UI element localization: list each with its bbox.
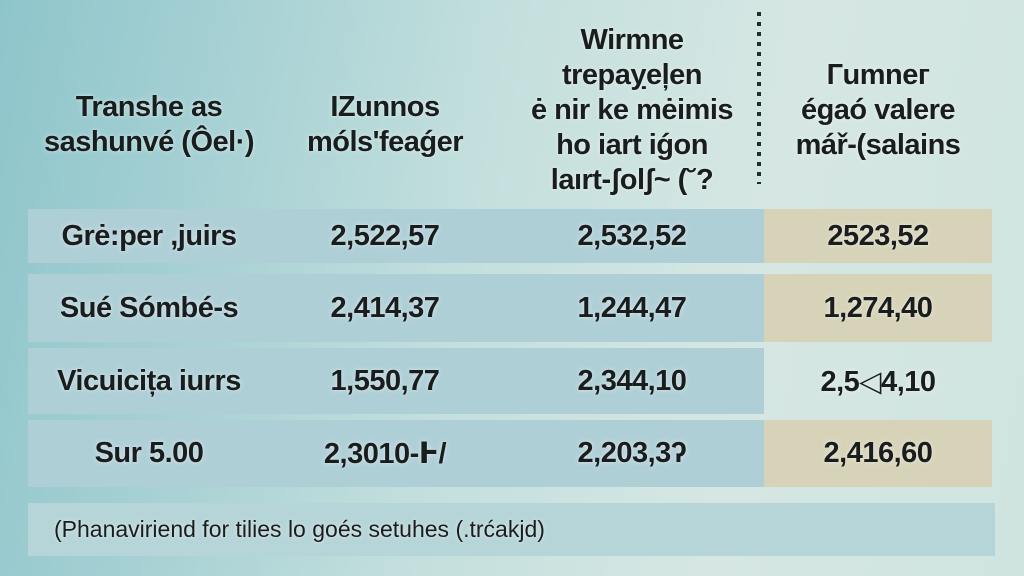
header-line: trepaỵeļen	[561, 58, 703, 91]
header-line: Wirmne	[580, 23, 684, 56]
row-band: Sué Sómbé-s 2,414,37 1,244,47	[28, 274, 764, 342]
row-band: Sur 5.00 2,3010-Ͱ/ 2,203,3ʔ	[28, 420, 764, 487]
header-line: Transhe as	[75, 91, 223, 123]
value-cell: 2,203,3ʔ	[577, 437, 687, 469]
value-cell: 2,3010-Ͱ/	[323, 438, 447, 470]
value-cell: 2,5◁4,10	[820, 365, 936, 398]
header-line: móls'feaǵer	[306, 126, 464, 158]
column-header-1: Transhe as sashunvé (Ôel·)	[28, 0, 270, 208]
table-row: Grė:per ,juirs 2,522,57 2,532,52 2523,52	[28, 209, 992, 263]
header-line: IZunnos	[330, 91, 440, 123]
header-line: égaó valere	[800, 93, 956, 126]
table-header: Transhe as sashunvé (Ôel·) IZunnos móls'…	[28, 0, 992, 208]
row-band: Vicuicița iurrs 1,550,77 2,344,10	[28, 348, 764, 414]
table-row: Sur 5.00 2,3010-Ͱ/ 2,203,3ʔ 2,416,60	[28, 420, 992, 487]
highlight-value-cell: 1,274,40	[764, 274, 992, 342]
value-cell: 1,244,47	[577, 291, 687, 324]
table-row: Vicuicița iurrs 1,550,77 2,344,10 2,5◁4,…	[28, 348, 992, 414]
footnote-band: (Phanaviriend for tilies lo goés setuhes…	[28, 503, 995, 556]
value-cell: 2,344,10	[577, 364, 687, 397]
column-header-3: Wirmne trepaỵeļen ė nir ke mėimis ho iar…	[500, 0, 764, 208]
row-label: Vicuicița iurrs	[57, 364, 241, 397]
row-label: Sur 5.00	[94, 437, 204, 469]
header-line: Гumneг	[826, 58, 930, 91]
highlight-value-cell: 2523,52	[764, 209, 992, 263]
row-label: Grė:per ,juirs	[61, 219, 237, 252]
row-band: Grė:per ,juirs 2,522,57 2,532,52	[28, 209, 764, 263]
dotted-divider	[757, 12, 761, 184]
table-row: Sué Sómbé-s 2,414,37 1,244,47 1,274,40	[28, 274, 992, 342]
value-cell: 1,550,77	[330, 364, 440, 397]
column-header-4: Гumneг égaó valere mář-(salains	[764, 0, 992, 208]
column-header-2: IZunnos móls'feaǵer	[270, 0, 500, 208]
value-cell: 2,414,37	[330, 291, 440, 324]
highlight-value-cell: 2,416,60	[764, 420, 992, 487]
header-line: sashunvé (Ôel·)	[43, 126, 255, 158]
row-label: Sué Sómbé-s	[59, 291, 239, 324]
header-line: ė nir ke mėimis	[530, 93, 734, 126]
header-line: laırt-ʃolʃ~ (˘?	[550, 163, 714, 196]
value-cell: 2,522,57	[330, 219, 440, 252]
header-line: mář-(salains	[795, 128, 961, 161]
value-cell: 2,532,52	[577, 219, 687, 252]
footnote-text: (Phanaviriend for tilies lo goés setuhes…	[54, 516, 545, 542]
header-line: ho iart iǵon	[556, 128, 708, 161]
